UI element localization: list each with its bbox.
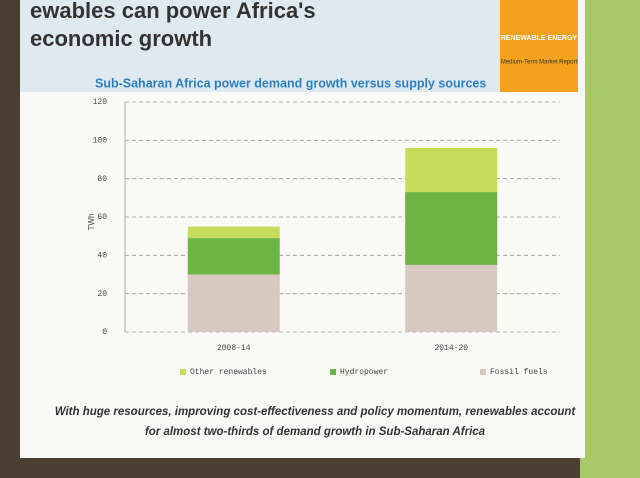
- caption: With huge resources, improving cost-effe…: [55, 406, 577, 418]
- y-tick-label: 60: [97, 213, 107, 222]
- bar-segment: [187, 274, 280, 332]
- legend-label: Fossil fuels: [490, 368, 548, 377]
- y-tick-label: 120: [93, 98, 108, 107]
- legend-swatch: [480, 369, 486, 375]
- bar-segment: [187, 226, 280, 239]
- logo-text: Medium-Term Market Report: [501, 60, 578, 66]
- y-tick-label: 100: [93, 136, 108, 145]
- logo-box: [500, 0, 578, 92]
- header-band: [20, 0, 500, 92]
- bar-segment: [405, 192, 498, 265]
- legend-label: Other renewables: [190, 368, 267, 377]
- y-tick-label: 0: [102, 328, 107, 337]
- y-tick-label: 20: [97, 290, 107, 299]
- x-tick-label: 2014-20: [434, 344, 468, 353]
- caption: for almost two-thirds of demand growth i…: [145, 426, 486, 438]
- slide-title: economic growth: [30, 26, 212, 51]
- x-tick-label: 2008-14: [217, 344, 251, 353]
- chart-title: Sub-Saharan Africa power demand growth v…: [95, 76, 486, 90]
- y-tick-label: 40: [97, 251, 107, 260]
- legend-swatch: [180, 369, 186, 375]
- side-wall: [580, 0, 640, 478]
- logo-text: RENEWABLE ENERGY: [501, 35, 578, 42]
- slide-title: ewables can power Africa's: [30, 0, 316, 23]
- bar-segment: [405, 148, 498, 193]
- y-axis-label: TWh: [87, 214, 96, 231]
- y-tick-label: 80: [97, 175, 107, 184]
- legend-label: Hydropower: [340, 368, 388, 377]
- legend-swatch: [330, 369, 336, 375]
- bar-segment: [187, 238, 280, 275]
- bar-segment: [405, 264, 498, 332]
